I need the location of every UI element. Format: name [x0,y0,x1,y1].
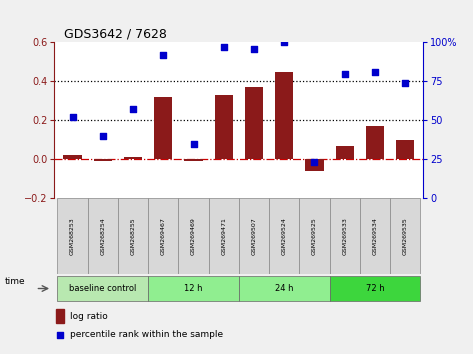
Text: GSM269471: GSM269471 [221,217,226,255]
Bar [299,198,330,274]
Point [99,133,106,139]
Text: baseline control: baseline control [69,284,137,293]
Bar [178,198,209,274]
Text: GSM268253: GSM268253 [70,217,75,255]
Bar [269,198,299,274]
Bar [360,198,390,274]
Point [159,52,167,58]
Bar [390,198,420,274]
Point [311,160,318,165]
Bar [94,159,112,161]
Text: time: time [5,277,26,286]
Text: percentile rank within the sample: percentile rank within the sample [70,330,223,339]
Text: GSM269534: GSM269534 [372,217,377,255]
Bar [239,198,269,274]
Bar [330,198,360,274]
Bar [336,146,354,159]
Bar [148,276,239,301]
Bar [275,72,293,159]
Point [190,141,197,147]
Text: 12 h: 12 h [184,284,203,293]
Point [56,332,64,338]
Point [402,80,409,86]
Bar [56,309,64,323]
Point [280,40,288,45]
Bar [306,159,324,171]
Bar [57,198,88,274]
Point [129,107,137,112]
Bar [124,157,142,159]
Text: 72 h: 72 h [366,284,384,293]
Bar [88,198,118,274]
Text: GSM268254: GSM268254 [100,217,105,255]
Bar [154,97,172,159]
Bar [184,159,202,161]
Point [69,114,76,120]
Point [371,69,379,75]
Text: GSM269507: GSM269507 [252,217,256,255]
Bar [245,87,263,159]
Point [341,71,349,76]
Bar [330,276,420,301]
Bar [57,276,148,301]
Bar [148,198,178,274]
Bar [118,198,148,274]
Text: GSM269524: GSM269524 [282,217,287,255]
Text: GSM269533: GSM269533 [342,217,347,255]
Point [250,46,258,52]
Text: log ratio: log ratio [70,312,108,321]
Bar [366,126,384,159]
Text: GSM269525: GSM269525 [312,217,317,255]
Bar [239,276,330,301]
Text: GSM269469: GSM269469 [191,217,196,255]
Point [220,44,228,50]
Text: 24 h: 24 h [275,284,293,293]
Text: GSM269535: GSM269535 [403,217,408,255]
Bar [63,155,82,159]
Text: GDS3642 / 7628: GDS3642 / 7628 [64,28,166,41]
Bar [209,198,239,274]
Bar [396,140,414,159]
Text: GSM269467: GSM269467 [161,217,166,255]
Text: GSM268255: GSM268255 [131,217,136,255]
Bar [215,95,233,159]
